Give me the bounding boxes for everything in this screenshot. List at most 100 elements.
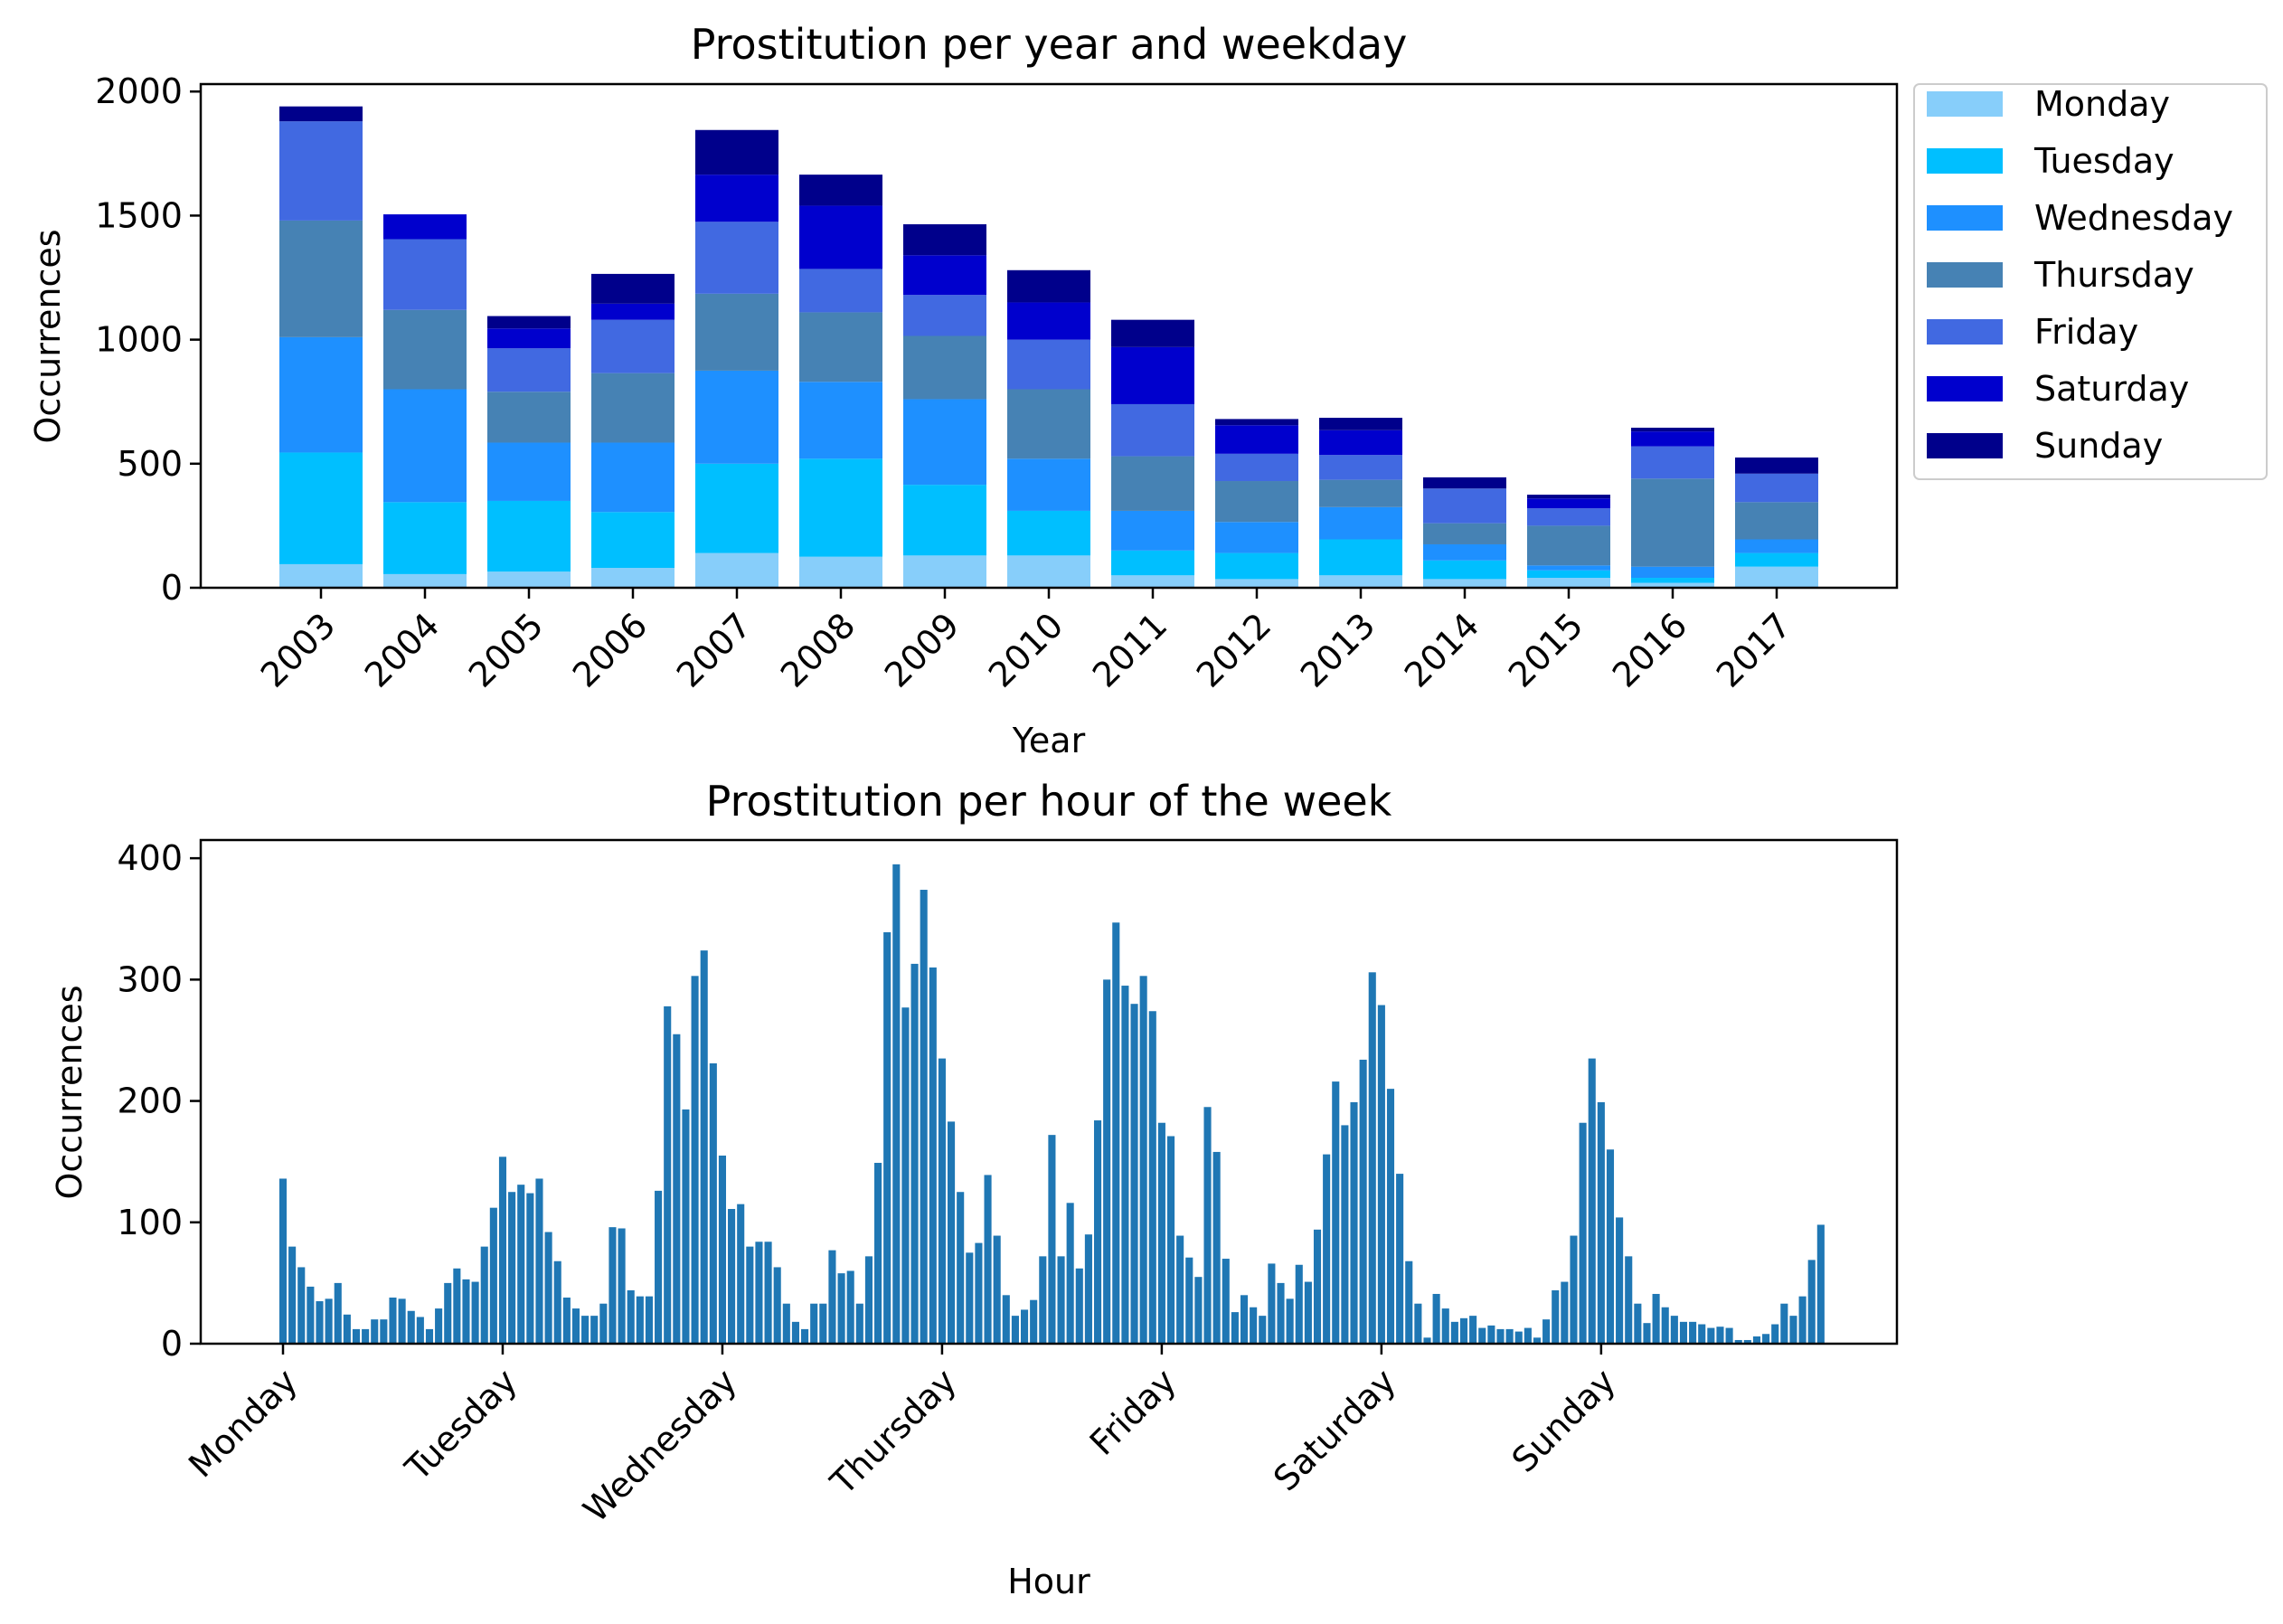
hour-bar [1807,1260,1816,1344]
hour-bar [1268,1263,1276,1344]
chart2-y-ticks: 0 100 200 300 400 [117,838,201,1364]
hour-bar [288,1246,297,1344]
bar-2010-friday [1007,339,1090,390]
bar-2014-monday [1423,579,1506,588]
bar-2004-tuesday [383,502,467,574]
bar-2013-sunday [1319,418,1402,430]
hour-bar [389,1297,397,1344]
bar-2006-thursday [591,373,675,443]
hour-bar [362,1328,370,1344]
y-tick-label: 400 [117,838,183,878]
bar-2005-friday [487,348,571,392]
bar-2013-saturday [1319,430,1402,456]
bar-2004-thursday [383,309,467,390]
hour-bar [655,1190,663,1344]
hour-bar [444,1282,452,1344]
hour-bar [1222,1259,1230,1344]
bar-2009-saturday [903,255,986,296]
chart1-bars [279,106,1818,588]
hour-bar [1524,1327,1532,1344]
hour-bar [1725,1327,1733,1344]
hour-bar [398,1298,406,1344]
y-tick-label: 0 [161,568,183,608]
bar-2007-thursday [695,293,778,371]
hour-bar [1341,1125,1349,1344]
hour-bar [828,1250,836,1344]
hour-bar [1734,1339,1742,1344]
hour-bar [1250,1307,1258,1344]
bar-2016-wednesday [1631,566,1714,579]
legend-label-monday: Monday [2034,84,2170,124]
hour-bar [1652,1293,1660,1344]
y-tick-label: 500 [117,444,183,484]
bar-2009-sunday [903,224,986,256]
hour-bar [1332,1081,1340,1344]
bar-2005-wednesday [487,442,571,501]
bar-2010-saturday [1007,302,1090,340]
y-tick-label: 100 [117,1203,183,1242]
hour-bar [1002,1295,1010,1344]
hour-bar [938,1058,946,1344]
bar-2010-monday [1007,555,1090,588]
bar-2016-sunday [1631,428,1714,432]
hour-bar [1304,1281,1312,1344]
hour-bar [1752,1336,1761,1344]
hour-bar [636,1296,644,1344]
bar-2007-friday [695,222,778,294]
hour-bar [664,1006,672,1344]
bar-2016-thursday [1631,478,1714,567]
bar-2011-sunday [1111,319,1194,347]
bar-2016-friday [1631,446,1714,479]
chart1-y-ticks: 0 500 1000 1500 2000 [95,71,201,608]
legend-label-tuesday: Tuesday [2033,141,2175,181]
hour-bar [1450,1321,1458,1344]
bar-2010-thursday [1007,389,1090,459]
hour-bar [883,932,892,1344]
hour-bar [590,1316,599,1344]
hour-bar [1670,1316,1678,1344]
hour-bar [1313,1229,1322,1344]
hour-bar [1148,1011,1156,1344]
hour-bar [984,1175,992,1344]
hour-bar [416,1317,424,1344]
hour-bar [819,1303,827,1344]
bar-2007-sunday [695,129,778,175]
bar-2003-thursday [279,220,363,337]
bar-2017-monday [1735,566,1818,588]
hour-bar [1405,1260,1413,1344]
bar-2008-friday [799,269,882,313]
chart1-y-axis-label: Occurrences [28,229,68,443]
bar-2010-tuesday [1007,510,1090,556]
bar-2003-sunday [279,106,363,122]
hour-bar [1323,1154,1331,1344]
bar-2017-wednesday [1735,539,1818,553]
hour-bar [1616,1217,1624,1344]
hour-bar [1698,1324,1706,1344]
legend-label-wednesday: Wednesday [2034,198,2233,238]
bar-2003-monday [279,563,363,588]
bar-2012-thursday [1215,481,1298,523]
chart2-axes-frame [199,838,1899,1345]
y-tick-label: 2000 [95,71,183,111]
hour-bar [1441,1308,1449,1344]
bar-2013-tuesday [1319,539,1402,576]
hour-bar [1579,1122,1587,1344]
bar-2014-thursday [1423,523,1506,544]
bar-2008-tuesday [799,458,882,557]
hour-bar [297,1267,306,1344]
bar-2004-friday [383,239,467,310]
hour-bar [910,963,919,1344]
bar-2008-thursday [799,312,882,382]
bar-2004-wednesday [383,389,467,503]
hour-bar [966,1252,974,1344]
hour-bar [957,1192,965,1344]
hour-bar [901,1007,910,1344]
bar-2011-saturday [1111,346,1194,404]
legend-swatch-wednesday [1927,205,2003,231]
bar-2015-tuesday [1527,570,1610,579]
bar-2011-friday [1111,403,1194,457]
hour-bar [1295,1264,1303,1344]
bar-2011-monday [1111,575,1194,588]
hour-bar [278,1178,288,1344]
hour-bar [453,1268,461,1344]
